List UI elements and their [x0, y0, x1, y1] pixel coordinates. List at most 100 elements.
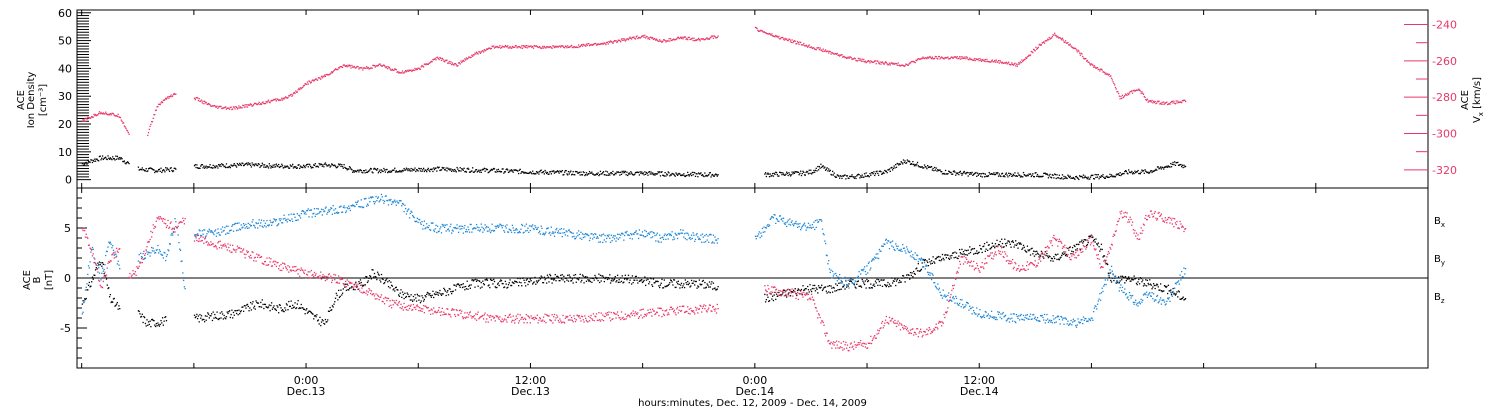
data-point — [396, 71, 398, 73]
data-point — [253, 165, 256, 167]
data-point — [470, 170, 472, 173]
data-point — [831, 291, 834, 293]
data-point — [549, 46, 552, 48]
data-point — [775, 171, 778, 174]
data-point — [662, 238, 665, 240]
data-point — [1012, 173, 1015, 176]
data-point — [814, 228, 816, 231]
data-point — [235, 165, 237, 167]
data-point — [522, 171, 524, 173]
data-point — [1152, 286, 1154, 288]
data-point — [460, 225, 462, 227]
data-point — [543, 234, 545, 236]
data-point — [1105, 176, 1107, 178]
data-point — [505, 283, 507, 285]
data-point — [477, 53, 479, 55]
data-point — [281, 222, 283, 224]
data-point — [142, 252, 144, 255]
data-point — [290, 165, 292, 168]
data-point — [263, 164, 266, 166]
data-point — [494, 171, 496, 173]
data-point — [635, 36, 637, 38]
data-point — [798, 289, 800, 291]
data-point — [91, 161, 94, 164]
data-point — [352, 204, 354, 206]
data-point — [1042, 175, 1044, 177]
data-point — [487, 226, 489, 229]
data-point — [845, 279, 847, 281]
data-point — [937, 256, 939, 258]
data-point — [1000, 245, 1002, 247]
data-point — [613, 39, 616, 42]
data-point — [900, 161, 902, 163]
data-point — [860, 60, 863, 62]
data-point — [253, 102, 256, 105]
data-point — [397, 294, 400, 296]
data-point — [776, 219, 778, 221]
data-point — [860, 59, 862, 61]
data-point — [716, 288, 718, 290]
data-point — [195, 97, 197, 99]
data-point — [99, 277, 101, 279]
data-point — [416, 293, 418, 296]
data-point — [1026, 56, 1029, 58]
data-point — [405, 207, 407, 210]
data-point — [928, 166, 930, 168]
data-point — [1036, 252, 1039, 254]
data-point — [818, 286, 821, 289]
data-point — [140, 169, 143, 171]
data-point — [573, 174, 575, 176]
data-point — [448, 168, 450, 170]
data-point — [968, 59, 970, 61]
data-point — [665, 238, 667, 241]
data-point — [197, 167, 200, 170]
data-point — [528, 46, 531, 48]
data-point — [847, 285, 849, 287]
data-point — [668, 172, 670, 174]
data-point — [202, 100, 204, 102]
data-point — [548, 232, 550, 235]
data-point — [628, 37, 630, 39]
data-point — [1082, 55, 1084, 58]
data-point — [630, 37, 632, 39]
data-point — [82, 300, 84, 302]
data-point — [449, 169, 451, 171]
data-point — [590, 233, 592, 235]
data-point — [554, 273, 556, 276]
data-point — [804, 225, 807, 227]
data-point — [333, 209, 335, 211]
data-point — [249, 225, 252, 227]
data-point — [116, 301, 119, 304]
data-point — [623, 281, 625, 283]
data-point — [335, 68, 337, 71]
data-point — [249, 301, 252, 304]
data-point — [93, 274, 95, 276]
data-point — [83, 301, 85, 303]
data-point — [419, 168, 421, 170]
data-point — [755, 27, 757, 29]
data-point — [818, 165, 821, 168]
data-point — [532, 224, 534, 226]
data-point — [619, 281, 621, 283]
data-point — [1150, 101, 1152, 103]
data-point — [101, 272, 103, 275]
data-point — [557, 230, 560, 232]
data-point — [231, 309, 233, 311]
data-point — [274, 220, 277, 222]
data-point — [1009, 172, 1011, 175]
data-point — [164, 98, 166, 101]
data-point — [355, 171, 358, 173]
data-point — [264, 222, 267, 224]
data-point — [426, 291, 429, 294]
data-point — [948, 171, 951, 173]
data-point — [1048, 175, 1050, 177]
data-point — [598, 174, 600, 177]
data-point — [837, 54, 839, 57]
data-point — [342, 206, 344, 209]
data-point — [266, 164, 268, 167]
data-point — [205, 101, 207, 103]
data-point — [972, 174, 974, 176]
data-point — [390, 171, 392, 173]
data-point — [229, 316, 232, 319]
data-point — [289, 164, 292, 166]
